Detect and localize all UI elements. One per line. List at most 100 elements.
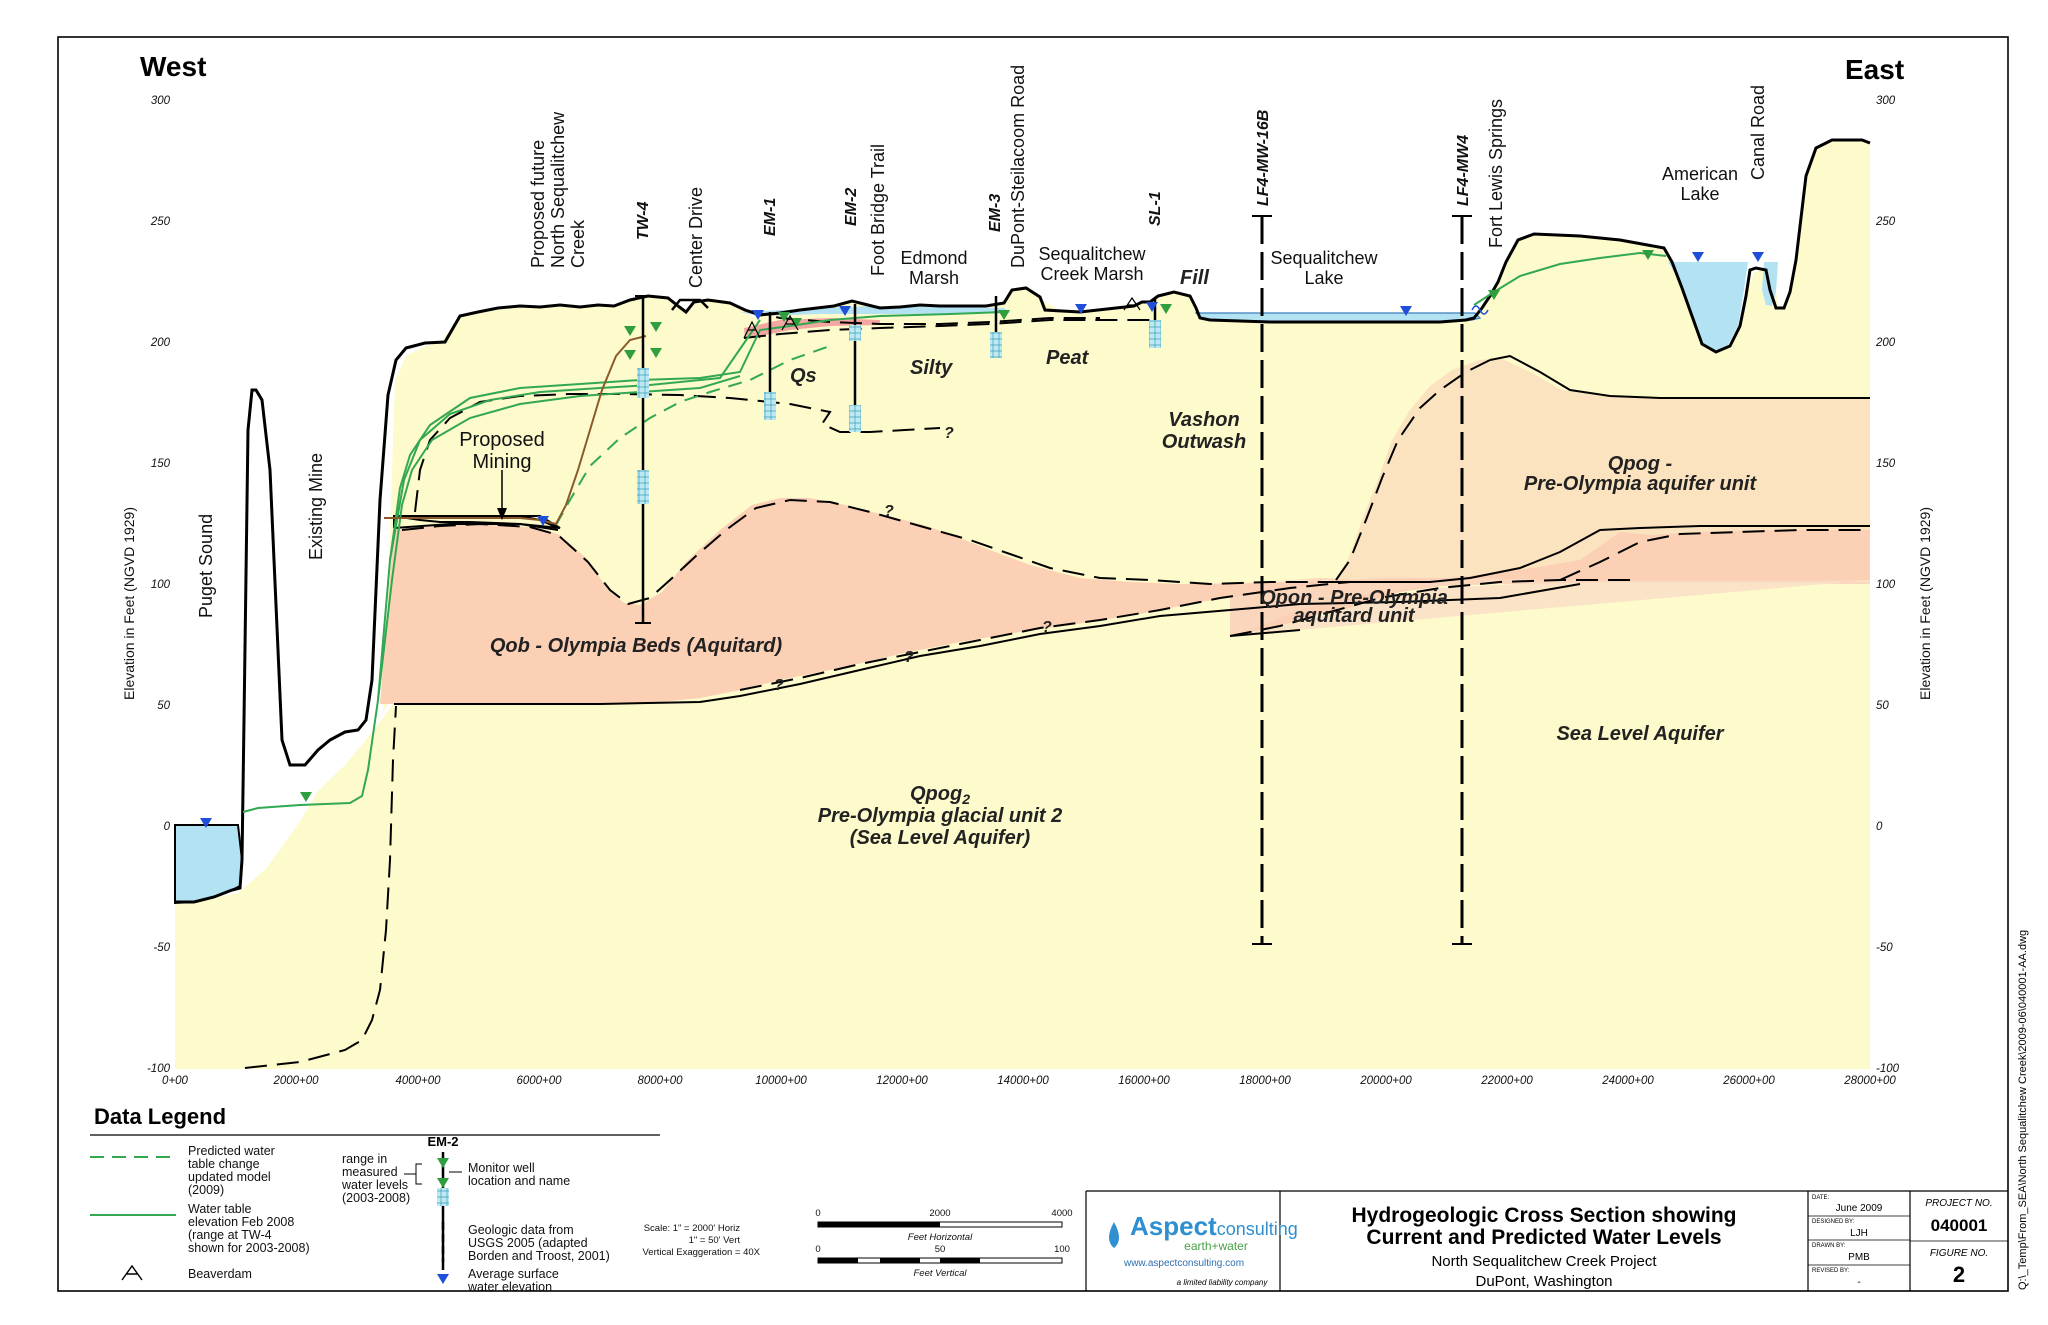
x-tick-0: 0+00 xyxy=(162,1075,189,1087)
label-center-drive: Center Drive xyxy=(686,187,706,288)
label-proposed-creek-1: Proposed future xyxy=(528,140,548,268)
label-qpog-2: Pre-Olympia aquifer unit xyxy=(1524,473,1758,495)
legend-range-1: range in xyxy=(342,1152,387,1166)
label-lake-1: Sequalitchew xyxy=(1270,248,1378,268)
designed-label: DESIGNED BY: xyxy=(1812,1219,1855,1225)
y-tick-left-200: 200 xyxy=(150,337,171,349)
x-tick-26000: 26000+00 xyxy=(1722,1075,1775,1087)
label-peat: Peat xyxy=(1046,347,1090,369)
label-qpog2-2: Pre-Olympia glacial unit 2 xyxy=(818,805,1063,827)
scale-v-tick-2: 100 xyxy=(1054,1244,1070,1255)
x-tick-20000: 20000+00 xyxy=(1359,1075,1412,1087)
x-axis: 0+00 2000+00 4000+00 6000+00 8000+00 100… xyxy=(162,1075,1896,1087)
y-tick-left-neg50: -50 xyxy=(153,942,170,954)
label-proposed-mining-1: Proposed xyxy=(459,429,545,451)
legend-em2-label: EM-2 xyxy=(427,1134,458,1149)
label-vashon-2: Outwash xyxy=(1162,431,1246,453)
label-puget-sound: Puget Sound xyxy=(196,514,216,618)
scale-h-tick-2: 4000 xyxy=(1051,1208,1072,1219)
date-label: DATE: xyxy=(1812,1195,1830,1201)
label-well-em1: EM-1 xyxy=(762,198,779,236)
y-tick-left-300: 300 xyxy=(151,95,171,107)
revised-label: REVISED BY: xyxy=(1812,1268,1850,1274)
project-no-value: 040001 xyxy=(1931,1216,1988,1235)
label-qpon-2: aquitard unit xyxy=(1293,605,1415,627)
label-existing-mine: Existing Mine xyxy=(306,453,326,560)
query-mark-1: ? xyxy=(944,425,954,442)
legend-title: Data Legend xyxy=(94,1104,226,1129)
logo-brand: Aspectconsulting xyxy=(1130,1211,1298,1241)
scale-v-label: Feet Vertical xyxy=(914,1268,968,1279)
y-tick-right-300: 300 xyxy=(1876,95,1896,107)
label-well-tw4: TW-4 xyxy=(635,201,652,240)
label-proposed-creek-2: North Sequalitchew xyxy=(548,111,568,268)
label-qob: Qob - Olympia Beds (Aquitard) xyxy=(490,635,783,657)
x-tick-16000: 16000+00 xyxy=(1118,1075,1170,1087)
y-tick-right-0: 0 xyxy=(1876,821,1883,833)
label-proposed-creek-3: Creek xyxy=(568,219,588,268)
ground-surface-line xyxy=(175,138,1871,904)
designed-value: LJH xyxy=(1850,1228,1868,1239)
y-tick-right-250: 250 xyxy=(1875,216,1896,228)
logo-llc: a limited liability company xyxy=(1177,1278,1269,1287)
x-tick-10000: 10000+00 xyxy=(755,1075,807,1087)
label-well-lf4-16b: LF4-MW-16B xyxy=(1255,110,1272,206)
well-em2 xyxy=(849,304,861,432)
title-line-2: Current and Predicted Water Levels xyxy=(1366,1226,1721,1249)
label-creek-marsh-1: Sequalitchew xyxy=(1038,244,1146,264)
y-tick-right-neg100: -100 xyxy=(1876,1063,1900,1075)
logo-tagline: earth+water xyxy=(1184,1239,1248,1253)
legend-beaverdam: Beaverdam xyxy=(188,1267,252,1281)
legend-beaverdam-icon xyxy=(121,1264,143,1281)
scale-v-tick-0: 0 xyxy=(815,1244,820,1255)
legend-predicted-1: Predicted water xyxy=(188,1144,275,1158)
label-american-lake-2: Lake xyxy=(1680,184,1719,204)
scale-v-tick-1: 50 xyxy=(935,1244,946,1255)
legend-range-4: (2003-2008) xyxy=(342,1191,410,1205)
query-mark-2: ? xyxy=(884,503,894,520)
y-tick-right-neg50: -50 xyxy=(1876,942,1893,954)
drawn-label: DRAWN BY: xyxy=(1812,1243,1846,1249)
label-well-em3: EM-3 xyxy=(987,194,1004,232)
x-tick-22000: 22000+00 xyxy=(1480,1075,1533,1087)
legend-range-2: measured xyxy=(342,1165,398,1179)
logo-drop-icon xyxy=(1109,1222,1119,1248)
proposed-mining-arrow xyxy=(497,470,507,520)
y-tick-right-150: 150 xyxy=(1876,458,1896,470)
mining-cut-line xyxy=(384,335,647,526)
direction-east: East xyxy=(1845,54,1904,85)
legend-water-table-2: elevation Feb 2008 xyxy=(188,1215,294,1229)
solid-contacts xyxy=(393,354,1870,705)
label-qpog2-3: (Sea Level Aquifer) xyxy=(850,827,1031,849)
drawn-value: PMB xyxy=(1848,1252,1870,1263)
query-mark-4: ? xyxy=(904,649,914,666)
x-tick-6000: 6000+00 xyxy=(516,1075,562,1087)
date-value: June 2009 xyxy=(1836,1203,1883,1214)
y-tick-left-250: 250 xyxy=(150,216,171,228)
scale-h-tick-0: 0 xyxy=(815,1208,820,1219)
legend-surface-marker xyxy=(437,1274,449,1284)
query-mark-5: ? xyxy=(774,677,784,694)
y-tick-right-100: 100 xyxy=(1876,579,1896,591)
label-well-sl1: SL-1 xyxy=(1147,191,1164,226)
label-edmond-marsh-1: Edmond xyxy=(900,248,967,268)
label-well-em2: EM-2 xyxy=(843,188,860,226)
surface-water-markers xyxy=(200,252,1764,828)
label-lake-2: Lake xyxy=(1304,268,1343,288)
scale-text-2: 1" = 50' Vert xyxy=(689,1235,741,1246)
x-tick-14000: 14000+00 xyxy=(997,1075,1049,1087)
y-tick-left-neg100: -100 xyxy=(147,1063,171,1075)
well-em3 xyxy=(990,296,1002,358)
legend-monitor-2: location and name xyxy=(468,1174,570,1188)
legend-range-3: water levels xyxy=(341,1178,408,1192)
qpon-fill xyxy=(1230,530,1870,636)
label-fort-lewis-springs: Fort Lewis Springs xyxy=(1486,99,1506,248)
y-tick-right-50: 50 xyxy=(1876,700,1889,712)
legend-predicted-4: (2009) xyxy=(188,1183,224,1197)
x-tick-8000: 8000+00 xyxy=(637,1075,683,1087)
label-proposed-mining-2: Mining xyxy=(473,451,532,473)
predicted-water-table xyxy=(555,345,831,526)
y-axis-label-right: Elevation in Feet (NGVD 1929) xyxy=(1917,507,1933,700)
revised-value: - xyxy=(1857,1277,1860,1288)
